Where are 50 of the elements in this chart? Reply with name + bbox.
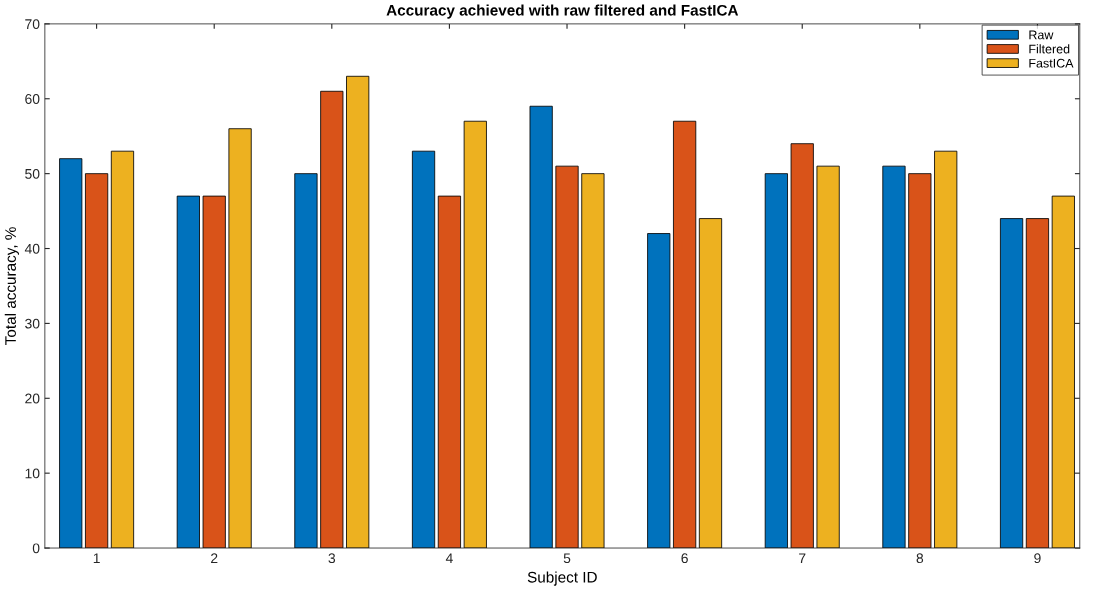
bar [908,173,932,549]
bar [1051,195,1075,549]
y-tick-label: 20 [25,393,40,404]
bar [320,90,344,549]
bar [411,150,436,549]
y-tick-label: 10 [25,468,40,479]
y-tick-label: 40 [24,243,40,254]
x-axis-title: Subject ID [527,571,597,586]
x-tick-label: 9 [1034,553,1041,564]
y-tick-label: 0 [32,543,40,554]
bar [698,218,723,549]
bar [294,173,318,549]
y-tick-label: 50 [25,168,40,179]
x-tick-label: 3 [328,553,336,564]
bar [647,233,671,549]
bar [1025,218,1050,549]
chart-title: Accuracy achieved with raw filtered and FastICA [386,4,739,19]
bar [764,173,788,549]
x-tick-label: 4 [445,553,453,563]
bar [346,75,370,549]
bar [882,165,906,549]
bar [437,195,462,549]
x-tick-label: 8 [916,553,924,564]
x-tick-label: 1 [93,553,100,563]
y-tick-label: 70 [25,19,40,30]
bar [463,120,487,549]
y-tick-label: 60 [25,94,40,104]
x-tick-label: 6 [681,553,688,564]
bar [228,128,252,549]
legend-label: FastICA [1029,58,1074,68]
bar [59,158,83,549]
x-tick-label: 5 [563,553,571,564]
legend-label: Raw [1029,30,1054,40]
bar [790,143,814,549]
bar [176,195,200,549]
bar [673,120,697,549]
bar [816,165,840,549]
bar [529,105,553,549]
y-axis-title: Total accuracy, % [4,227,19,345]
x-tick-label: 2 [211,553,218,563]
y-tick-label: 30 [25,318,40,329]
bar [85,173,109,549]
legend-label: Filtered [1029,44,1070,54]
bar [934,150,958,549]
bar [110,150,135,549]
bar [581,173,605,549]
bar [202,195,226,549]
x-tick-label: 7 [799,553,806,563]
bar [555,165,579,549]
bar [999,218,1024,549]
